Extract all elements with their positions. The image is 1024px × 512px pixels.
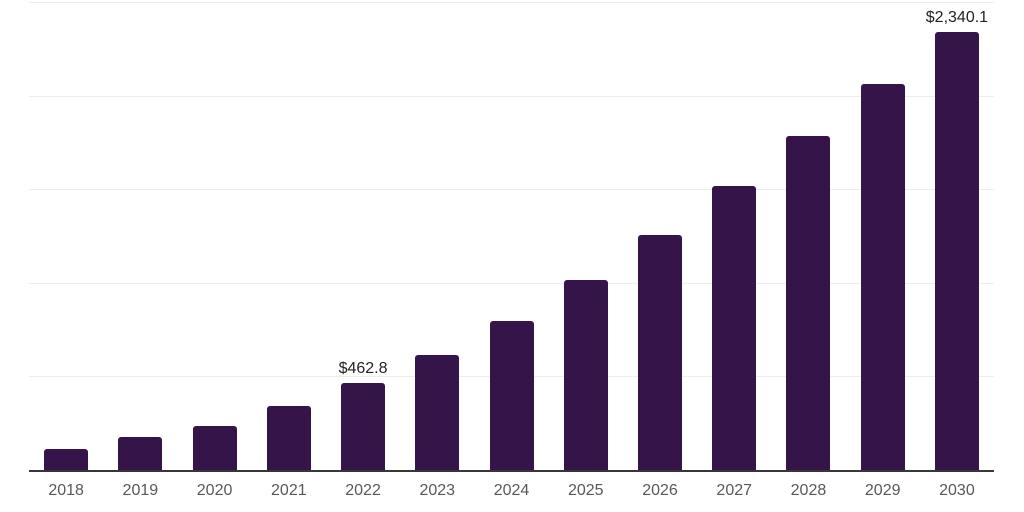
bar-2026 [637, 234, 682, 470]
bars-row: $462.8 $2,340.1 [29, 2, 994, 470]
bar-2028 [786, 135, 831, 470]
x-axis-tick-label-2027: 2027 [716, 482, 753, 499]
x-axis-tick-label-2020: 2020 [196, 482, 233, 499]
bar-column-2028 [771, 2, 845, 470]
bar-2024 [489, 320, 534, 470]
bar-column-2022: $462.8 [326, 2, 400, 470]
bar-2027 [712, 185, 757, 470]
x-axis-tick-label-2021: 2021 [271, 482, 307, 499]
bar-2021 [266, 406, 311, 470]
x-axis-tick-label-2018: 2018 [48, 482, 84, 499]
bar-2023 [415, 354, 460, 470]
x-axis-tick-label-2023: 2023 [419, 482, 456, 499]
gridline-2000 [29, 95, 994, 97]
x-axis-tick-label-2019: 2019 [122, 482, 159, 499]
bar-2020 [192, 426, 237, 470]
bar-2019 [118, 436, 163, 470]
bar-2029 [860, 83, 905, 470]
x-axis-tick-label-2026: 2026 [642, 482, 678, 499]
bar-column-2019 [103, 2, 177, 470]
bar-column-2024 [474, 2, 548, 470]
bar-column-2020 [177, 2, 251, 470]
gridline-1000 [29, 282, 994, 284]
bar-2018 [44, 449, 89, 470]
x-axis-tick-label-2024: 2024 [493, 482, 530, 499]
plot-area: $462.8 $2,340.1 [29, 2, 994, 472]
bar-value-label-2030: $2,340.1 [925, 8, 989, 26]
x-axis-tick-label-2028: 2028 [790, 482, 827, 499]
bar-2025 [563, 279, 608, 470]
bar-column-2021 [252, 2, 326, 470]
gridline-1500 [29, 189, 994, 191]
bar-value-label-2022: $462.8 [338, 360, 388, 378]
bar-column-2027 [697, 2, 771, 470]
bar-2030: $2,340.1 [926, 9, 988, 470]
bar-column-2025 [549, 2, 623, 470]
bar-column-2018 [29, 2, 103, 470]
x-axis-tick-label-2022: 2022 [345, 482, 381, 499]
bar-column-2023 [400, 2, 474, 470]
x-axis-tick-label-2029: 2029 [864, 482, 901, 499]
gridline-2500 [29, 2, 994, 3]
bar-column-2026 [623, 2, 697, 470]
x-axis: 2018 2019 2020 2021 2022 2023 2024 2025 2026 2027… [29, 482, 994, 500]
bar-column-2029 [846, 2, 920, 470]
bar-2022: $462.8 [339, 361, 388, 470]
x-axis-tick-label-2025: 2025 [567, 482, 604, 499]
bar-column-2030: $2,340.1 [920, 2, 994, 470]
x-axis-tick-label-2030: 2030 [939, 482, 975, 499]
